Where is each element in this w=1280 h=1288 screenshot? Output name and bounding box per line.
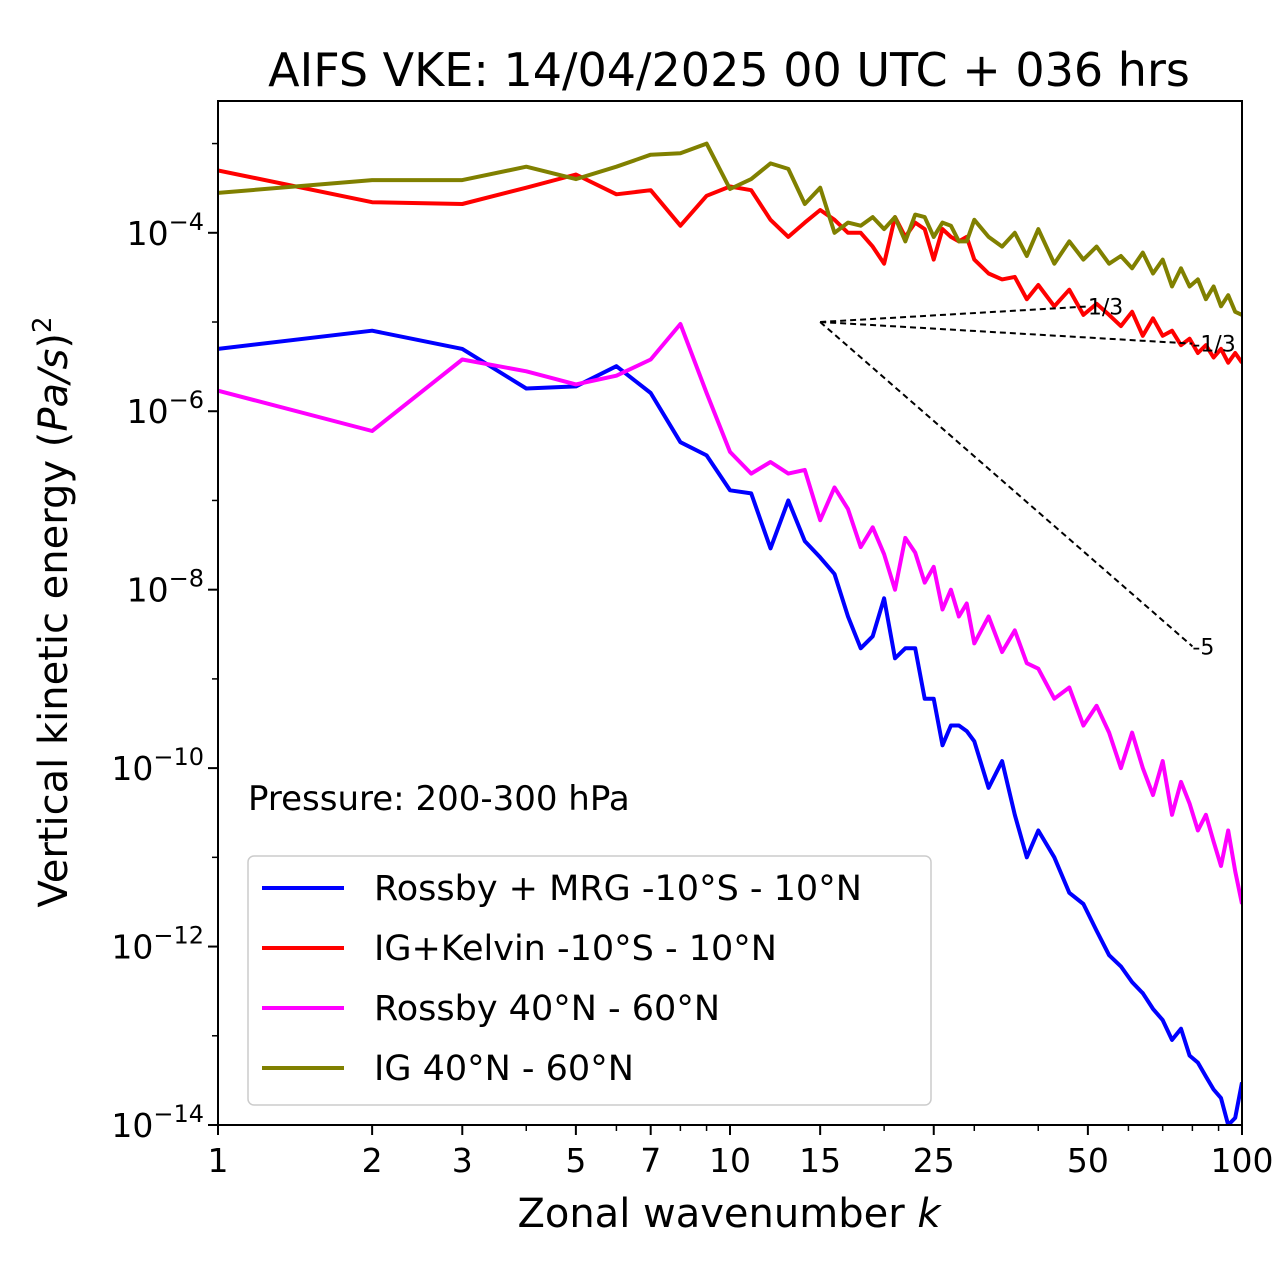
x-tick-label: 50: [1067, 1141, 1109, 1180]
axis-ticks: 1 2 3 5 7 10 15 25 50 100 10−14 10−12 10−10 10−8 10−6 1…: [111, 142, 1274, 1180]
legend-box: [247, 855, 932, 1106]
x-tick-label: 7: [640, 1141, 661, 1180]
reference-slope-label-2: -1/3: [1192, 333, 1235, 358]
y-tick-label: 10−6: [127, 386, 204, 431]
x-axis-label: Zonal wavenumber k: [517, 1191, 942, 1237]
reference-slope-line-3: [819, 321, 1194, 648]
x-tick-label: 1: [208, 1141, 229, 1180]
reference-slope-line-2: [820, 321, 1193, 345]
series-lines: [218, 141, 1242, 1125]
legend-label-4: IG 40°N - 60°N: [374, 1049, 634, 1089]
reference-slope-label-3: -5: [1192, 635, 1214, 660]
x-tick-label: 10: [709, 1141, 751, 1180]
x-tick-label: 15: [799, 1141, 841, 1180]
y-axis-label-group: Vertical kinetic energy (Pa/s)2: [28, 317, 77, 908]
series-line-1: [218, 328, 1242, 1125]
chart-title: AIFS VKE: 14/04/2025 00 UTC + 036 hrs: [268, 43, 1190, 97]
legend: Rossby + MRG -10°S - 10°N IG+Kelvin -10°S…: [247, 855, 932, 1106]
y-tick-label: 10−4: [127, 208, 204, 253]
legend-label-2: IG+Kelvin -10°S - 10°N: [374, 929, 777, 969]
y-tick-label: 10−12: [111, 922, 204, 967]
reference-slopes: [819, 305, 1194, 648]
series-line-3: [218, 322, 1242, 905]
x-tick-label: 100: [1211, 1141, 1274, 1180]
legend-label-3: Rossby 40°N - 60°N: [374, 989, 720, 1029]
y-tick-label: 10−8: [127, 565, 204, 610]
y-tick-label: 10−14: [111, 1100, 204, 1145]
series-line-2: [218, 168, 1242, 365]
y-axis-label: Vertical kinetic energy (Pa/s)2: [28, 317, 77, 908]
plot-area: 1/3 -1/3 -5: [217, 100, 1243, 1126]
legend-label-1: Rossby + MRG -10°S - 10°N: [374, 869, 862, 909]
x-tick-label: 25: [913, 1141, 955, 1180]
x-tick-label: 3: [452, 1141, 473, 1180]
reference-slope-label-1: 1/3: [1088, 295, 1123, 320]
reference-slope-line-1: [820, 305, 1088, 324]
x-tick-label: 5: [565, 1141, 586, 1180]
y-tick-label: 10−10: [111, 743, 204, 788]
series-line-4: [218, 141, 1242, 317]
x-tick-label: 2: [362, 1141, 383, 1180]
pressure-annotation: Pressure: 200-300 hPa: [248, 779, 630, 819]
